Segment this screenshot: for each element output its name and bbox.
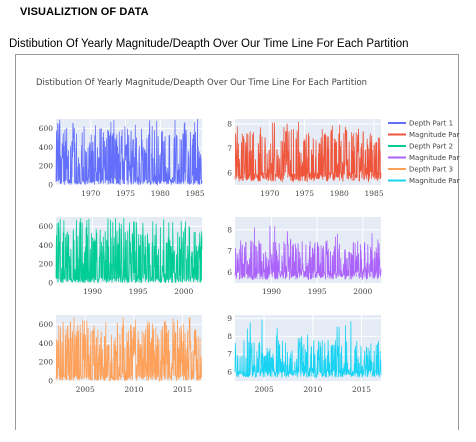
x-tick-label: 1995 <box>308 287 327 296</box>
y-tick-label: 0 <box>48 279 53 288</box>
x-tick-label: 2005 <box>76 385 95 394</box>
y-tick-label: 6 <box>227 368 232 377</box>
chart-figure: Distibution Of Yearly Magnitude/Deapth O… <box>36 78 460 394</box>
figure-frame: Distibution Of Yearly Magnitude/Deapth O… <box>15 54 460 430</box>
x-tick-label: 1970 <box>260 189 279 198</box>
legend-label: Depth Part 3 <box>409 166 453 174</box>
y-tick-label: 7 <box>227 144 232 153</box>
page-subheading: Distibution Of Yearly Magnitude/Deapth O… <box>9 38 409 50</box>
x-tick-label: 1970 <box>81 189 100 198</box>
x-tick-label: 1975 <box>116 189 135 198</box>
y-tick-label: 400 <box>39 241 54 250</box>
x-tick-label: 1980 <box>151 189 170 198</box>
y-tick-label: 9 <box>227 314 232 323</box>
y-tick-label: 6 <box>227 268 232 277</box>
x-tick-label: 1975 <box>295 189 314 198</box>
x-tick-label: 1990 <box>83 287 102 296</box>
legend-item[interactable]: Magnitude Part 3 <box>388 177 460 185</box>
subplot-magnitude-part-3: 6 7 8 9 2005 2010 2015 <box>227 314 382 394</box>
legend-item[interactable]: Depth Part 3 <box>388 166 453 174</box>
legend-label: Magnitude Part 2 <box>409 154 460 162</box>
y-tick-label: 8 <box>227 225 232 234</box>
series-line-depth-part-3 <box>55 317 203 383</box>
legend[interactable]: Depth Part 1 Magnitude Part 1 Depth Part 2… <box>388 120 460 186</box>
y-tick-label: 8 <box>227 332 232 341</box>
series-line-magnitude-part-3 <box>234 319 382 379</box>
y-tick-label: 200 <box>39 260 54 269</box>
x-tick-label: 1985 <box>365 189 384 198</box>
legend-label: Depth Part 1 <box>409 120 453 128</box>
legend-item[interactable]: Magnitude Part 2 <box>388 154 460 162</box>
x-tick-label: 1990 <box>262 287 281 296</box>
x-tick-label: 2005 <box>255 385 274 394</box>
series-line-magnitude-part-1 <box>234 121 382 183</box>
legend-item[interactable]: Depth Part 2 <box>388 143 453 151</box>
legend-label: Depth Part 2 <box>409 143 453 151</box>
y-tick-label: 600 <box>39 222 54 231</box>
subplot-magnitude-part-1: 6 7 8 1970 1975 1980 1985 <box>227 119 384 198</box>
x-tick-label: 1980 <box>330 189 349 198</box>
x-tick-label: 2015 <box>352 385 371 394</box>
figure-title: Distibution Of Yearly Magnitude/Deapth O… <box>36 78 367 88</box>
y-tick-label: 400 <box>39 143 54 152</box>
legend-label: Magnitude Part 1 <box>409 131 460 139</box>
y-tick-label: 6 <box>227 168 232 177</box>
legend-item[interactable]: Magnitude Part 1 <box>388 131 460 139</box>
subplot-magnitude-part-2: 6 7 8 1990 1995 2000 <box>227 217 382 296</box>
y-tick-label: 400 <box>39 339 54 348</box>
y-tick-label: 200 <box>39 162 54 171</box>
y-tick-label: 0 <box>48 377 53 386</box>
y-tick-label: 7 <box>227 350 232 359</box>
subplot-depth-part-1: 0 200 400 600 1970 1975 1980 1985 <box>39 118 205 198</box>
subplot-depth-part-3: 0 200 400 600 2005 2010 2015 <box>39 315 203 394</box>
y-tick-label: 600 <box>39 124 54 133</box>
x-tick-label: 2000 <box>174 287 193 296</box>
x-tick-label: 2015 <box>173 385 192 394</box>
x-tick-label: 1995 <box>129 287 148 296</box>
series-line-depth-part-1 <box>55 118 203 186</box>
x-tick-label: 2010 <box>124 385 143 394</box>
x-tick-label: 2000 <box>353 287 372 296</box>
y-tick-label: 7 <box>227 247 232 256</box>
legend-item[interactable]: Depth Part 1 <box>388 120 453 128</box>
y-tick-label: 600 <box>39 320 54 329</box>
subplot-depth-part-2: 0 200 400 600 1990 1995 2000 <box>39 217 203 296</box>
legend-label: Magnitude Part 3 <box>409 177 460 185</box>
x-tick-label: 1985 <box>186 189 205 198</box>
y-tick-label: 0 <box>48 181 53 190</box>
x-tick-label: 2010 <box>303 385 322 394</box>
series-line-magnitude-part-2 <box>234 225 382 281</box>
y-tick-label: 200 <box>39 358 54 367</box>
y-tick-label: 8 <box>227 119 232 128</box>
series-line-depth-part-2 <box>55 218 203 284</box>
page-heading: VISUALIZTION OF DATA <box>20 6 149 18</box>
